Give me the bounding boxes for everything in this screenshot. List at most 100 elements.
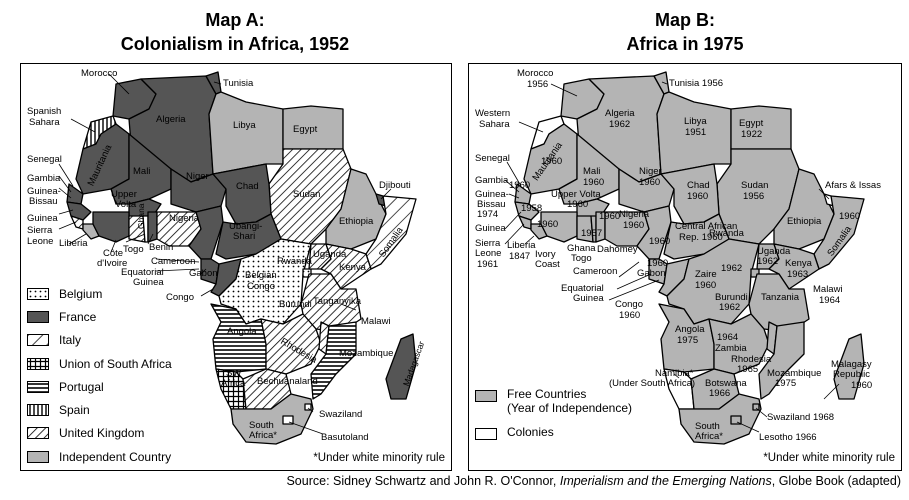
source-prefix: Source: Sidney Schwartz and John R. O'Co… bbox=[286, 474, 560, 488]
label-b-1960-a: 1960 bbox=[537, 219, 558, 230]
label-b-sierra-2: Leone bbox=[475, 248, 501, 259]
region-swaziland bbox=[304, 403, 312, 411]
legend-label-union-south-africa: Union of South Africa bbox=[59, 356, 172, 371]
label-b-sierra-1: Sierra bbox=[475, 238, 501, 249]
label-b-eq-guinea-2: Guinea bbox=[573, 293, 604, 304]
label-guinea: Guinea bbox=[27, 213, 58, 224]
swatch-spain bbox=[27, 404, 49, 417]
region-benin bbox=[147, 211, 158, 243]
region-niger bbox=[170, 168, 227, 213]
label-b-botswana-2: 1966 bbox=[709, 388, 730, 399]
label-cote-1: Côte bbox=[103, 248, 123, 259]
region-b-egypt bbox=[730, 105, 792, 150]
swatch-france bbox=[27, 310, 49, 323]
label-b-liberia-2: 1847 bbox=[509, 251, 530, 262]
swatch-independent-country bbox=[27, 450, 49, 463]
label-b-sudan-2: 1956 bbox=[743, 191, 764, 202]
label-sw-africa-1: SW bbox=[226, 368, 241, 379]
label-b-gabon-yr: 1960 bbox=[647, 258, 668, 269]
label-b-egypt-2: 1922 bbox=[741, 129, 762, 140]
label-b-liberia-1: Liberia bbox=[507, 240, 536, 251]
swatch-union-south-africa bbox=[27, 357, 49, 370]
label-sw-africa-2: Africa bbox=[221, 378, 246, 389]
label-b-mozambique-1: Mozambique bbox=[767, 368, 821, 379]
label-cote-2: d'Ivoire bbox=[97, 258, 127, 269]
region-b-mozambique bbox=[758, 321, 805, 400]
label-b-malawi-2: 1964 bbox=[819, 295, 840, 306]
label-b-upper-volta-2: 1960 bbox=[567, 199, 588, 210]
label-b-dahomey: Dahomey bbox=[597, 244, 638, 255]
label-b-morocco-2: 1956 bbox=[527, 79, 548, 90]
label-b-western-sahara-1: Western bbox=[475, 108, 510, 119]
legend-label-italy: Italy bbox=[59, 333, 82, 348]
map-b-title-line2: Africa in 1975 bbox=[626, 34, 744, 54]
region-b-zaire bbox=[666, 238, 760, 325]
label-b-kenya-1: Kenya bbox=[785, 258, 813, 269]
swatch-united-kingdom bbox=[27, 427, 49, 440]
map-a-frame: Morocco Tunisia Spanish Sahara Algeria L… bbox=[20, 63, 452, 471]
label-b-zaire-2: 1960 bbox=[695, 280, 716, 291]
label-b-car-2: Rep. 1960 bbox=[679, 232, 723, 243]
label-upper-volta-2: Volta bbox=[115, 199, 137, 210]
label-mali: Mali bbox=[133, 166, 150, 177]
legend-label-portugal: Portugal bbox=[59, 379, 104, 394]
label-algeria: Algeria bbox=[156, 114, 186, 125]
label-b-south-africa-1: South bbox=[695, 421, 720, 432]
region-b-malagasy bbox=[833, 333, 865, 400]
region-libya bbox=[208, 91, 284, 175]
legend-union-south-africa: Union of South Africa bbox=[27, 352, 217, 375]
label-b-upper-volta-1: Upper Volta bbox=[551, 189, 601, 200]
label-b-niger-1: Niger bbox=[639, 166, 662, 177]
label-belgian-congo-1: Belgian bbox=[245, 270, 277, 281]
legend-france: France bbox=[27, 305, 217, 328]
swatch-belgium bbox=[27, 287, 49, 300]
label-b-ivory-2: Coast bbox=[535, 259, 560, 270]
label-b-afars: Afars & Issas bbox=[825, 180, 881, 191]
legend-label-colonies: Colonies bbox=[507, 425, 554, 439]
label-b-morocco-1: Morocco bbox=[517, 68, 553, 79]
source-suffix: , Globe Book (adapted) bbox=[771, 474, 901, 488]
legend-label-belgium: Belgium bbox=[59, 286, 103, 301]
label-b-ethiopia-yr: 1960 bbox=[839, 211, 860, 222]
label-b-zambia-2: Zambia bbox=[715, 343, 747, 354]
label-tanganyika: Tanganyika bbox=[313, 296, 362, 307]
map-a-svg: Morocco Tunisia Spanish Sahara Algeria L… bbox=[27, 68, 426, 445]
region-b-zambia bbox=[708, 313, 770, 375]
source-book-title: Imperialism and the Emerging Nations bbox=[559, 474, 772, 488]
map-b-title: Map B: Africa in 1975 bbox=[470, 8, 900, 56]
map-a-legend: Belgium France Italy Union of South Afri… bbox=[27, 282, 217, 468]
label-b-namibia-2: (Under South Africa) bbox=[609, 378, 695, 389]
region-rhodesia bbox=[260, 313, 322, 375]
label-b-1958: 1958 bbox=[521, 203, 542, 214]
label-rwanda: Rwanda bbox=[277, 256, 313, 267]
swatch-colonies bbox=[475, 428, 497, 440]
map-b-note: *Under white minority rule bbox=[763, 452, 895, 464]
legend-label-independent-country: Independent Country bbox=[59, 449, 172, 464]
label-b-lesotho: Lesotho 1966 bbox=[759, 432, 817, 443]
label-b-western-sahara-2: Sahara bbox=[479, 119, 510, 130]
label-gambia: Gambia bbox=[27, 173, 61, 184]
label-b-zaire-1: Zaire bbox=[695, 269, 717, 280]
label-b-cameroon: Cameroon bbox=[573, 266, 617, 277]
label-b-algeria-1: Algeria bbox=[605, 108, 635, 119]
label-b-ghana: Ghana bbox=[567, 243, 596, 254]
label-kenya: Kenya bbox=[339, 262, 367, 273]
label-b-1960-b: 1960 bbox=[599, 211, 620, 222]
label-cameroon: Cameroon bbox=[151, 256, 195, 267]
label-b-zambia-1: 1964 bbox=[717, 332, 738, 343]
region-belgian-congo bbox=[218, 238, 312, 325]
label-b-chad-1: Chad bbox=[687, 180, 710, 191]
label-b-guinea-bissau-1: Guinea- bbox=[475, 189, 509, 200]
label-burundi: Burundi bbox=[279, 299, 312, 310]
label-b-malagasy-3: 1960 bbox=[851, 380, 872, 391]
legend-italy: Italy bbox=[27, 329, 217, 352]
label-b-nigeria-1: Nigeria bbox=[619, 209, 650, 220]
label-b-senegal-yr: 1960 bbox=[509, 180, 530, 191]
label-b-ethiopia: Ethiopia bbox=[787, 216, 822, 227]
legend-free-countries: Free Countries (Year of Independence) bbox=[475, 387, 695, 415]
legend-belgium: Belgium bbox=[27, 282, 217, 305]
label-mozambique: Mozambique bbox=[339, 348, 393, 359]
label-sierra-leone-2: Leone bbox=[27, 236, 53, 247]
label-b-south-africa-2: Africa* bbox=[695, 431, 723, 442]
region-madagascar bbox=[385, 333, 417, 400]
